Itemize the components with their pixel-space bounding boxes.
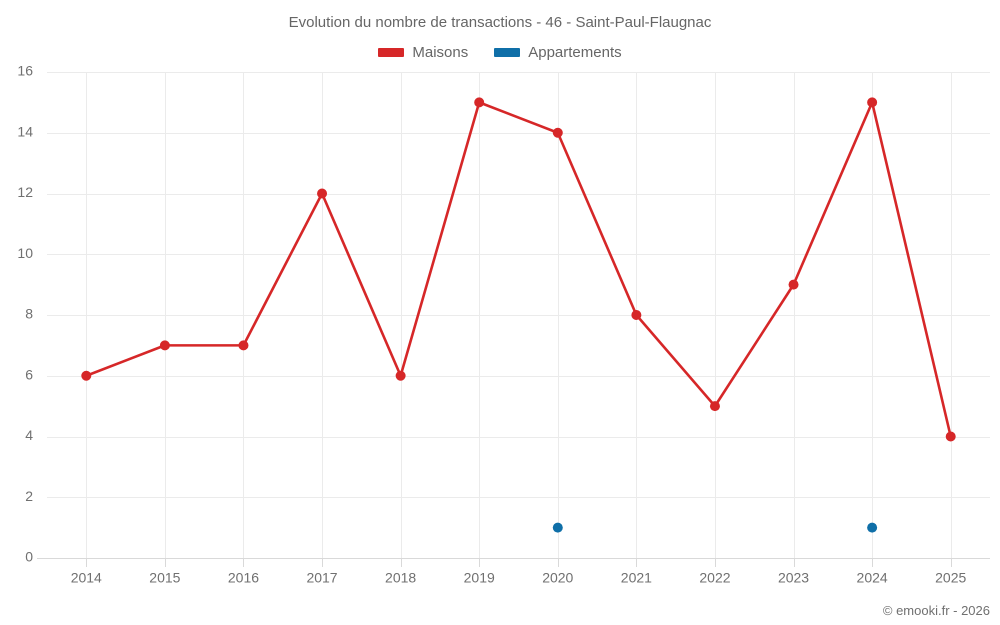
data-point-marker[interactable] xyxy=(81,370,92,381)
legend-item-appartements[interactable]: Appartements xyxy=(494,44,622,61)
x-axis-tick-label: 2016 xyxy=(228,569,259,585)
y-axis-tick-label: 16 xyxy=(17,63,33,79)
data-point-marker[interactable] xyxy=(552,127,563,138)
data-point-marker[interactable] xyxy=(159,340,170,351)
data-point-marker[interactable] xyxy=(945,431,956,442)
legend-item-maisons[interactable]: Maisons xyxy=(378,44,468,61)
copyright-credit: © emooki.fr - 2026 xyxy=(882,603,990,618)
y-axis-tick-label: 0 xyxy=(25,549,33,565)
x-axis-tick-label: 2020 xyxy=(542,569,573,585)
y-axis-tick-label: 2 xyxy=(25,488,33,504)
y-axis-tick-label: 4 xyxy=(25,427,33,443)
x-axis-tick-label: 2023 xyxy=(778,569,809,585)
x-axis-tick-label: 2025 xyxy=(935,569,966,585)
chart-title: Evolution du nombre de transactions - 46… xyxy=(288,14,712,31)
data-point-marker[interactable] xyxy=(238,340,249,351)
y-axis-tick-label: 6 xyxy=(25,366,33,382)
data-point-marker[interactable] xyxy=(788,279,799,290)
data-point-marker[interactable] xyxy=(395,370,406,381)
x-axis-ticks: 2014 2015 2016 2017 2018 2019 2020 2021 2022 2023… xyxy=(71,569,967,585)
data-series-appartements xyxy=(552,522,878,533)
x-axis-tick-label: 2024 xyxy=(857,569,888,585)
x-axis-tick-label: 2014 xyxy=(71,569,102,585)
data-point-marker[interactable] xyxy=(867,522,878,533)
x-axis-tick-label: 2017 xyxy=(306,569,337,585)
data-point-marker[interactable] xyxy=(552,522,563,533)
x-axis-tick-label: 2019 xyxy=(464,569,495,585)
chart-legend: Maisons Appartements xyxy=(0,44,1000,61)
data-point-marker[interactable] xyxy=(709,401,720,412)
legend-label-appartements: Appartements xyxy=(528,44,622,61)
y-axis-tick-label: 8 xyxy=(25,306,33,322)
y-axis-ticks: 0 2 4 6 8 10 12 14 16 xyxy=(17,63,33,565)
legend-swatch-appartements xyxy=(494,48,521,57)
y-axis-tick-label: 12 xyxy=(17,184,33,200)
data-series-layer xyxy=(81,97,956,533)
x-axis-tick-label: 2021 xyxy=(621,569,652,585)
x-axis-tick-label: 2018 xyxy=(385,569,416,585)
legend-label-maisons: Maisons xyxy=(412,44,469,61)
y-axis-tick-label: 14 xyxy=(17,123,33,139)
data-point-marker[interactable] xyxy=(317,188,328,199)
gridlines xyxy=(37,72,990,567)
series-line xyxy=(84,101,953,438)
data-point-marker[interactable] xyxy=(474,97,485,108)
y-axis-tick-label: 10 xyxy=(17,245,33,261)
data-point-marker[interactable] xyxy=(631,310,642,320)
x-axis-tick-label: 2015 xyxy=(149,569,180,585)
data-series-maisons xyxy=(81,97,956,442)
x-axis-tick-label: 2022 xyxy=(699,569,730,585)
data-point-marker[interactable] xyxy=(867,97,878,108)
legend-swatch-maisons xyxy=(378,48,405,57)
